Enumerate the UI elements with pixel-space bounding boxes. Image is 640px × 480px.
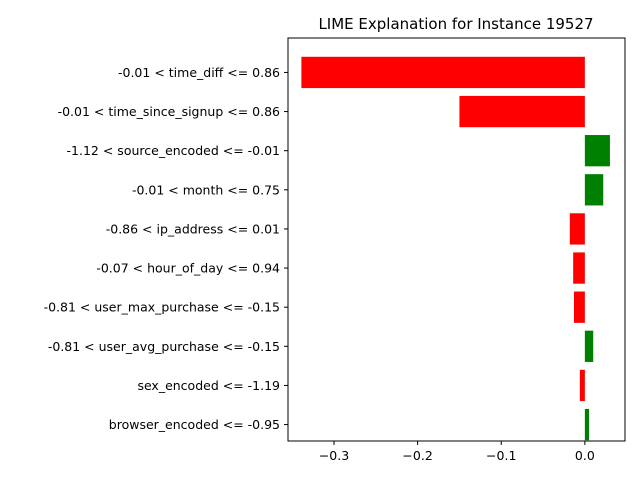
chart-title: LIME Explanation for Instance 19527 bbox=[318, 15, 593, 33]
y-tick-label: -0.07 < hour_of_day <= 0.94 bbox=[96, 261, 280, 276]
bar-6 bbox=[573, 291, 585, 323]
bar-1 bbox=[459, 95, 585, 128]
y-tick-label: sex_encoded <= -1.19 bbox=[137, 378, 280, 393]
bar-5 bbox=[573, 252, 585, 284]
bar-8 bbox=[579, 369, 585, 402]
bar-3 bbox=[584, 174, 604, 206]
bar-2 bbox=[584, 135, 610, 167]
bar-9 bbox=[584, 408, 590, 441]
y-tick-label: -0.01 < month <= 0.75 bbox=[132, 182, 280, 197]
plot-frame bbox=[287, 37, 626, 442]
x-axis: −0.3 −0.2 −0.1 0.0 bbox=[319, 441, 595, 463]
y-tick-label: -0.81 < user_avg_purchase <= -0.15 bbox=[48, 339, 280, 354]
x-tick-label: −0.2 bbox=[402, 448, 432, 463]
y-tick-label: browser_encoded <= -0.95 bbox=[109, 417, 280, 432]
bar-4 bbox=[569, 213, 585, 245]
y-tick-label: -1.12 < source_encoded <= -0.01 bbox=[67, 143, 280, 158]
x-tick-label: 0.0 bbox=[575, 448, 595, 463]
bars-group bbox=[301, 56, 610, 441]
y-tick-label: -0.81 < user_max_purchase <= -0.15 bbox=[44, 300, 280, 315]
bar-0 bbox=[301, 56, 585, 89]
x-tick-label: −0.1 bbox=[486, 448, 516, 463]
x-tick-label: −0.3 bbox=[319, 448, 349, 463]
y-tick-label: -0.01 < time_diff <= 0.86 bbox=[118, 65, 280, 80]
y-tick-label: -0.01 < time_since_signup <= 0.86 bbox=[58, 104, 280, 119]
y-tick-label: -0.86 < ip_address <= 0.01 bbox=[106, 221, 280, 236]
y-tick-labels: -0.01 < time_diff <= 0.86 -0.01 < time_si… bbox=[44, 65, 288, 432]
bar-7 bbox=[584, 330, 594, 362]
